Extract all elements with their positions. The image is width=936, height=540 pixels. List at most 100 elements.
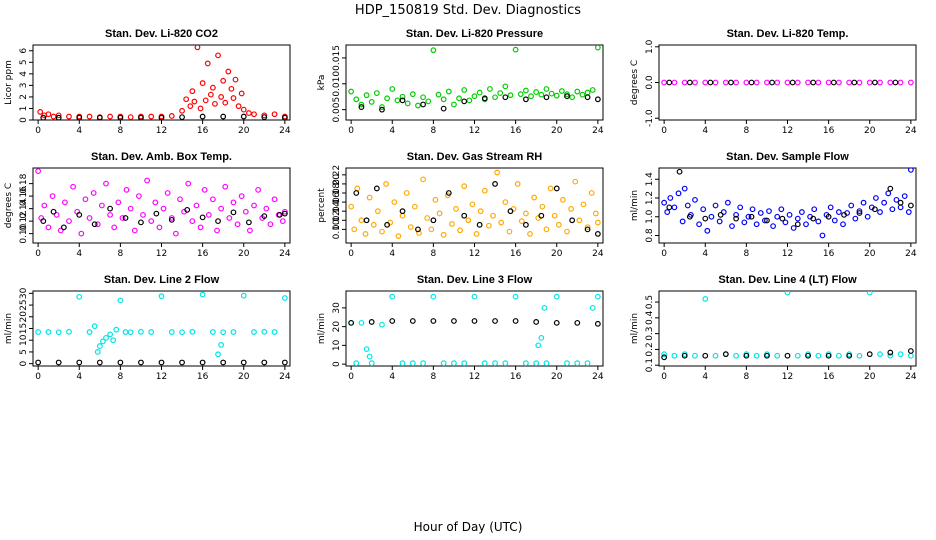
data-point [708,213,715,220]
data-point [271,111,278,118]
series-1 [358,93,601,113]
data-point [35,168,42,175]
data-point [873,195,879,201]
data-point [440,96,447,103]
data-point [461,183,468,190]
data-point [185,180,192,187]
data-point [492,181,498,187]
data-point [553,185,560,192]
data-point [553,319,560,326]
data-point [242,208,249,215]
data-point [512,46,519,53]
data-point [594,219,601,226]
x-tick-label: 4 [76,372,82,382]
x-tick-label: 8 [744,249,750,259]
x-tick-label: 20 [864,126,876,136]
data-point [548,90,555,97]
data-point [409,318,416,324]
x-tick-label: 24 [592,249,604,259]
data-point [45,111,52,118]
data-point [490,212,496,219]
data-point [76,114,83,120]
data-point [753,352,760,359]
data-point [681,352,688,359]
data-point [240,113,247,120]
y-axis-label: degrees C [4,183,14,228]
x-tick-label: 4 [389,372,395,382]
data-point [885,190,892,197]
data-point [594,96,601,103]
y-tick-label: 10 [332,339,342,351]
y-tick-label: 1.4 [645,172,655,187]
data-point [204,60,211,67]
data-point [115,199,122,206]
x-tick-label: 24 [279,372,291,382]
data-point [168,113,175,119]
data-point [815,218,822,225]
data-point [420,94,427,101]
data-point [160,205,167,212]
x-tick-label: 8 [118,372,124,382]
data-point [152,199,159,206]
data-point [733,211,739,218]
y-tick-label: 0.14 [332,201,342,221]
data-point [770,223,777,230]
x-tick-label: 4 [702,126,708,136]
y-tick-label: 1 [19,106,29,112]
data-point [810,215,817,222]
data-point [560,196,566,203]
data-point [55,359,62,366]
data-point [457,227,464,234]
x-tick-label: 8 [431,249,437,259]
x-tick-label: 12 [156,372,167,382]
data-point [856,210,863,216]
data-point [502,360,509,366]
data-point [432,196,439,203]
x-tick-label: 20 [551,249,563,259]
data-point [113,326,120,333]
data-point [543,360,550,366]
data-point [481,187,488,194]
data-point [551,212,558,219]
data-point [368,98,375,105]
y-tick-label: 0 [19,117,29,123]
panel-title: Stan. Dev. Li-820 Pressure [406,28,543,40]
y-tick-label: 0.1 [645,358,655,372]
data-point [778,206,785,213]
data-point [117,297,124,304]
data-point [245,110,252,116]
data-point [281,114,288,120]
data-point [232,76,239,83]
data-point [702,295,709,302]
data-point [825,213,832,220]
data-point [543,226,550,233]
y-tick-label: 4 [19,71,29,77]
data-layer [661,79,914,86]
data-point [199,291,206,298]
data-point [117,359,124,366]
data-point [70,183,76,190]
data-point [138,328,144,335]
data-point [786,211,793,218]
series-1 [40,205,288,231]
data-point [871,79,878,86]
x-tick-label: 4 [389,249,395,259]
data-point [584,94,591,101]
data-point [476,221,483,228]
data-point [564,91,570,98]
x-tick-label: 4 [702,249,708,259]
data-point [199,80,206,86]
data-point [506,228,513,235]
x-tick-label: 12 [782,249,793,259]
data-point [395,233,402,240]
x-tick-label: 4 [76,126,82,136]
data-point [724,199,731,206]
data-point [761,217,768,224]
data-point [720,209,727,215]
data-point [353,360,360,366]
data-point [856,352,863,359]
data-point [55,112,62,119]
data-point [235,103,242,110]
x-axis-label: Hour of Day (UTC) [414,520,523,534]
data-point [661,199,668,206]
